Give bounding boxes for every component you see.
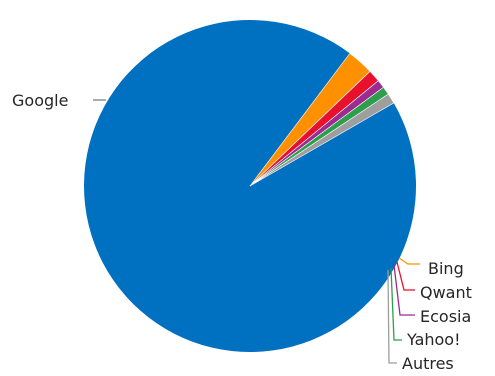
leader-lines — [93, 99, 420, 364]
slice-labels: Google Bing Qwant Ecosia Yahoo! Autres — [12, 91, 472, 373]
slice-label-autres: Autres — [402, 354, 454, 373]
leader-line-yahoo — [390, 267, 402, 341]
slice-label-yahoo: Yahoo! — [406, 330, 461, 349]
slice-label-ecosia: Ecosia — [420, 307, 471, 326]
leader-line-qwant — [396, 261, 415, 291]
slice-label-bing: Bing — [428, 259, 464, 278]
leader-line-ecosia — [393, 264, 415, 316]
leader-line-autres — [387, 269, 397, 364]
pie-slices — [84, 20, 417, 353]
pie-slice-autres — [249, 93, 395, 187]
leader-line-bing — [398, 257, 420, 265]
slice-label-qwant: Qwant — [420, 283, 472, 302]
slice-label-google: Google — [12, 91, 68, 110]
